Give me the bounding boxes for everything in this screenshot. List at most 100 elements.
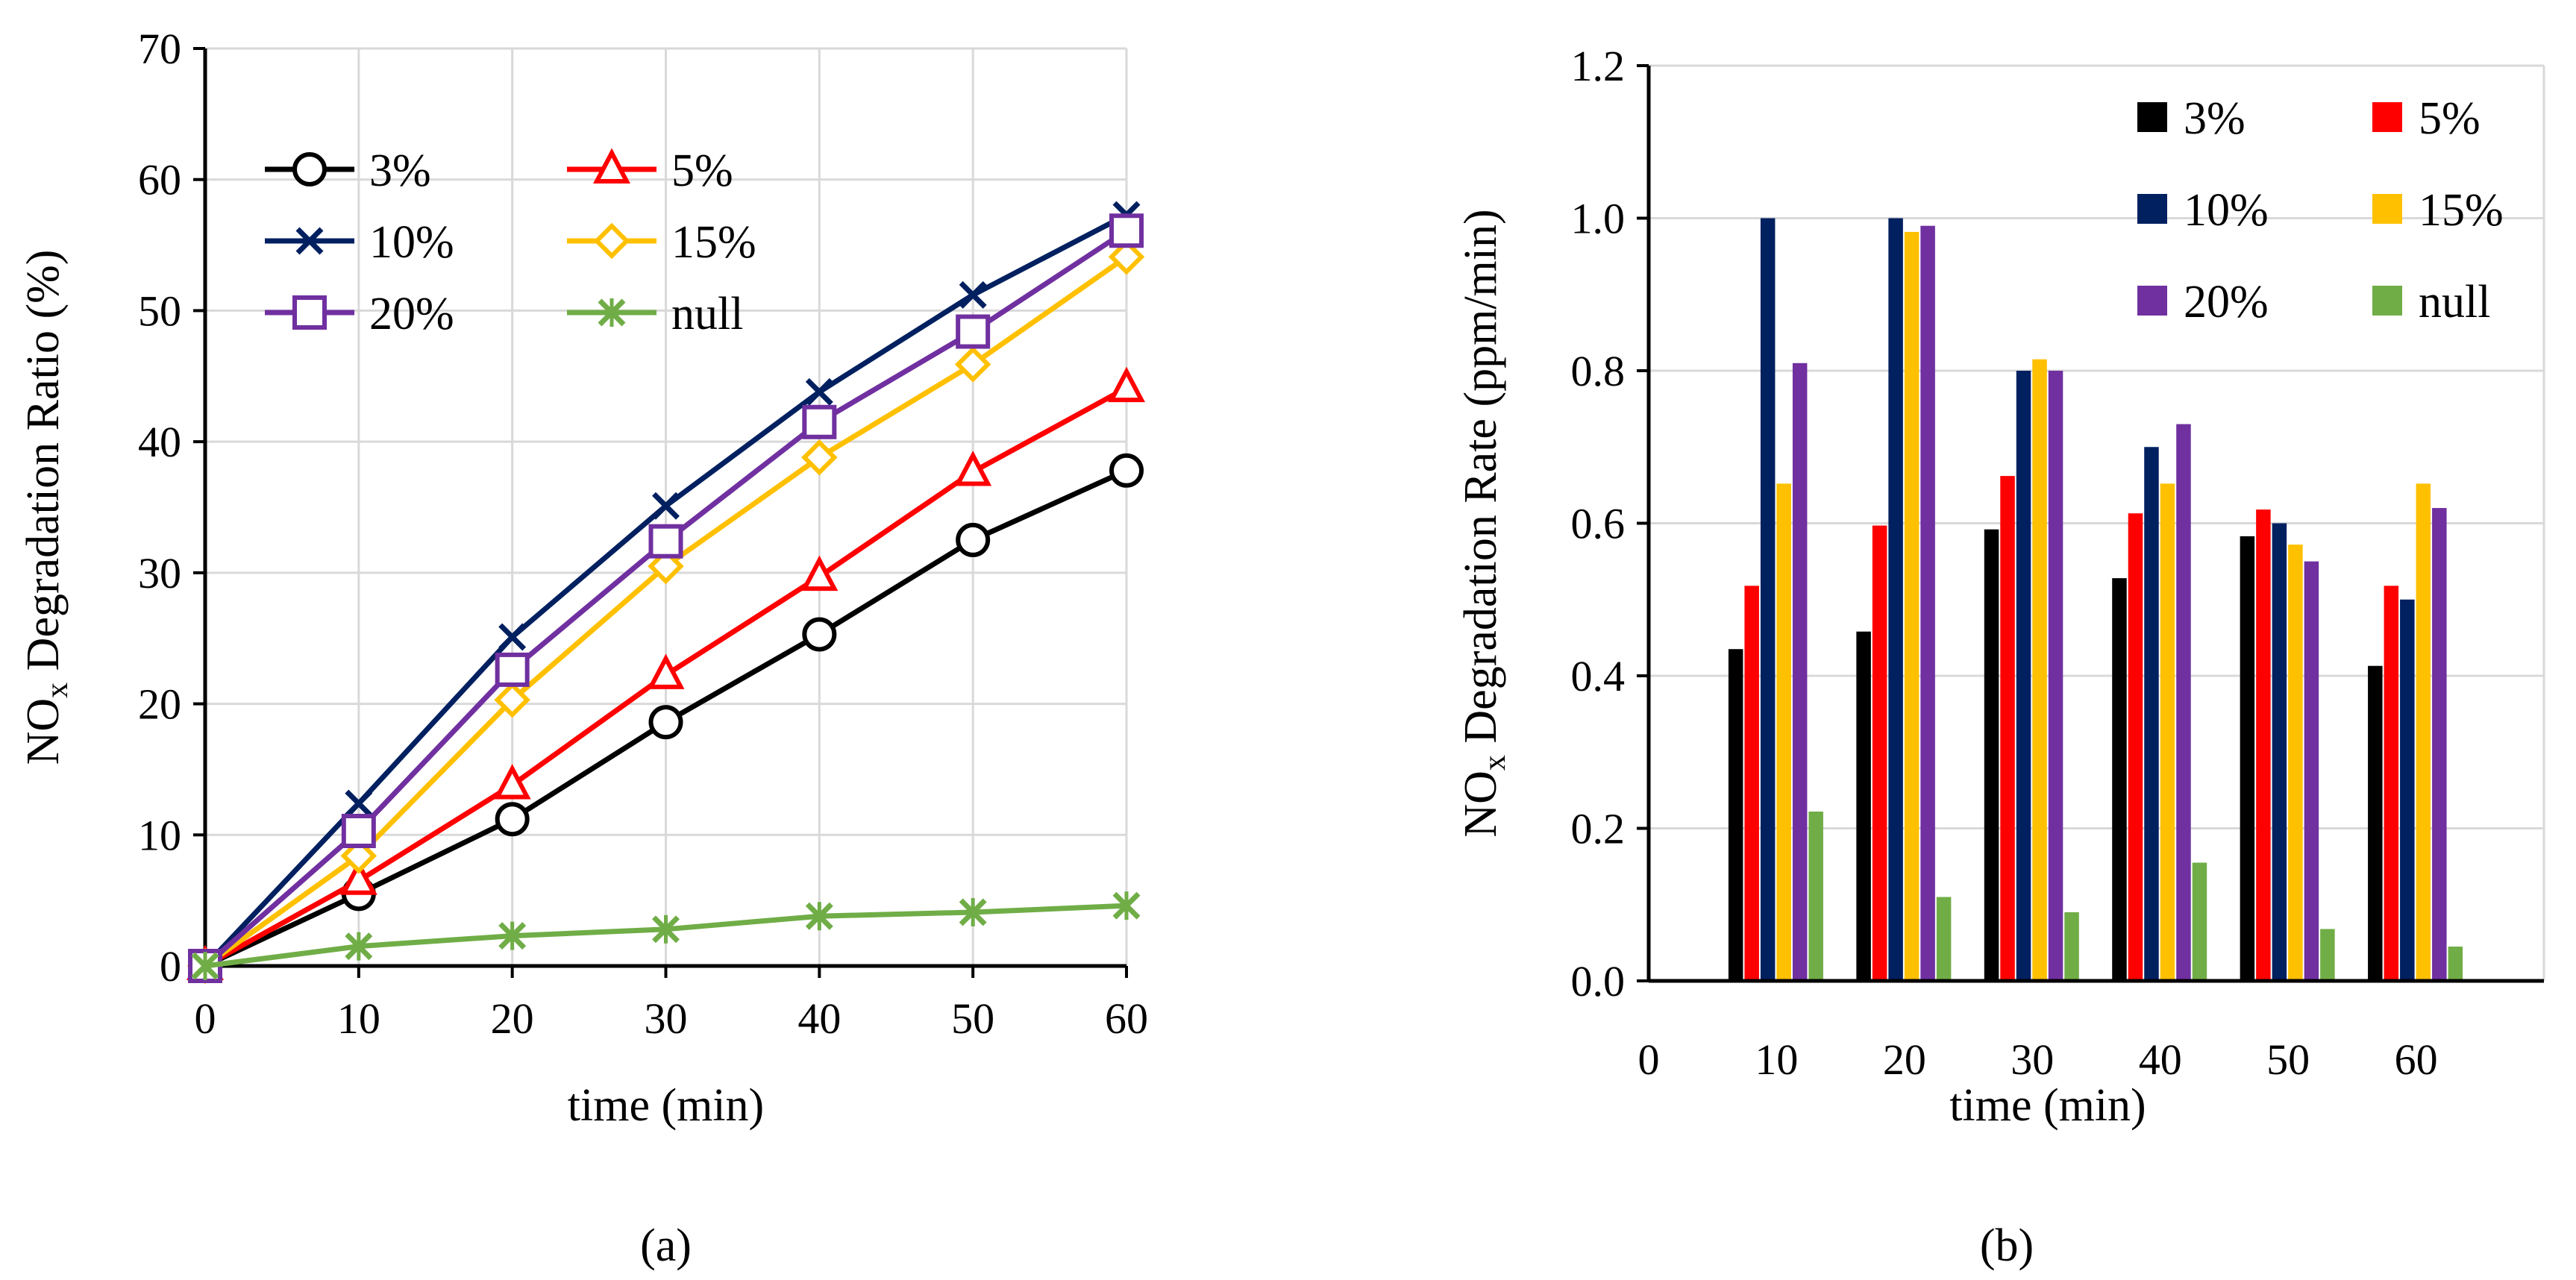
y-tick-label: 30: [138, 549, 181, 597]
bar-chart-degradation-rate: 0.0 0.2 0.4 0.6 0.8 1.0 1.2 0 10 20 30 40 50 60 3% 5% 10…: [1455, 42, 2545, 1271]
bar-5pct-t20: [1872, 525, 1887, 981]
bar-3pct-t30: [1984, 529, 1999, 981]
data-point: [954, 346, 991, 383]
data-point: [652, 492, 680, 520]
data-point: [495, 802, 530, 837]
x-tick-label: 10: [1755, 1035, 1798, 1084]
legend-label: 15%: [2419, 185, 2504, 236]
legend-item: 3%: [2137, 93, 2246, 144]
bar-3pct-t60: [2368, 665, 2383, 981]
legend-item: 20%: [265, 289, 454, 339]
x-tick-label: 30: [645, 994, 688, 1043]
bar-20pct-t50: [2304, 561, 2319, 981]
series-20pct: [188, 213, 1144, 983]
legend-item: 10%: [265, 217, 454, 268]
bar-null-t20: [1936, 897, 1952, 981]
x-axis-label: time (min): [568, 1080, 764, 1131]
legend-marker: [598, 298, 626, 327]
legend-swatch: [2372, 286, 2402, 316]
series-null: [191, 891, 1141, 980]
legend: 3% 5% 10% 15% 20% null: [265, 145, 756, 339]
bar-null-t10: [1808, 812, 1823, 981]
y-tick-label: 0.8: [1571, 347, 1626, 395]
x-tick-label: 40: [797, 994, 841, 1043]
legend-label: null: [671, 289, 743, 339]
data-point: [800, 555, 839, 592]
bar-5pct-t30: [2000, 476, 2015, 981]
x-axis-label: time (min): [1949, 1080, 2146, 1131]
y-tick-label: 1.0: [1571, 195, 1626, 243]
x-tick-label: 0: [195, 994, 216, 1043]
x-tick-label: 30: [2011, 1035, 2054, 1084]
x-tick-label: 60: [2395, 1035, 2438, 1084]
legend-label: 5%: [2419, 93, 2481, 144]
data-point: [1108, 366, 1145, 403]
legend-item: 20%: [2137, 277, 2269, 327]
bar-10pct-t50: [2272, 523, 2287, 981]
legend-label: 3%: [369, 145, 431, 196]
panel-label: (a): [640, 1220, 692, 1271]
legend-swatch: [2137, 102, 2167, 132]
bar-10pct-t10: [1760, 218, 1776, 981]
x-tick-label: 40: [2139, 1035, 2182, 1084]
bar-5pct-t60: [2384, 586, 2399, 981]
data-point: [341, 814, 376, 849]
bar-10pct-t20: [1888, 218, 1903, 981]
data-point: [648, 548, 684, 585]
legend-swatch: [2137, 286, 2167, 316]
data-point: [802, 617, 837, 652]
legend-item: 10%: [2137, 185, 2269, 236]
x-tick-label: 20: [1883, 1035, 1926, 1084]
bar-10pct-t30: [2016, 371, 2031, 981]
legend-label: 20%: [369, 289, 454, 339]
bar-15pct-t20: [1904, 231, 1920, 981]
data-point: [959, 897, 987, 926]
y-tick-label: 50: [138, 286, 181, 335]
data-point: [494, 682, 530, 718]
data-point: [801, 439, 838, 476]
data-point: [805, 902, 833, 931]
y-tick-label: 0: [160, 942, 181, 991]
y-axis-label: NOx Degradation Rate (ppm/min): [1455, 209, 1512, 837]
y-tick-label: 0.6: [1571, 500, 1626, 548]
legend-marker: [593, 148, 630, 183]
legend-marker: [593, 222, 630, 260]
legend-swatch: [2372, 102, 2402, 132]
data-point: [498, 623, 527, 651]
data-point: [339, 859, 377, 895]
bar-20pct-t10: [1792, 363, 1808, 981]
data-point: [498, 921, 527, 950]
legend-item: 15%: [567, 217, 756, 268]
data-point: [191, 952, 219, 980]
data-point: [345, 932, 373, 961]
line-chart-degradation-ratio: 0 10 20 30 40 50 60 70 0 10 20 30 40 50 60 3% 5% 10% 15% 20…: [18, 25, 1148, 1271]
y-tick-label: 40: [138, 418, 181, 466]
legend-swatch: [2372, 194, 2402, 224]
data-point: [954, 451, 992, 486]
data-point: [1108, 239, 1145, 275]
x-tick-label: 60: [1105, 994, 1148, 1043]
bar-null-t50: [2320, 929, 2335, 981]
bar-20pct-t30: [2048, 371, 2063, 981]
bar-10pct-t40: [2144, 447, 2159, 981]
data-point: [802, 404, 837, 439]
data-point: [648, 524, 683, 559]
gridlines: [205, 47, 1128, 966]
bar-5pct-t50: [2256, 509, 2271, 981]
bar-15pct-t10: [1776, 483, 1791, 981]
x-tick-label: 10: [337, 994, 380, 1043]
legend-label: 3%: [2184, 93, 2246, 144]
legend-item: 3%: [265, 145, 431, 196]
bar-null-t30: [2064, 912, 2079, 981]
bar-10pct-t60: [2400, 599, 2415, 981]
legend-marker: [292, 152, 327, 186]
data-point: [495, 652, 530, 687]
legend-label: 5%: [671, 145, 733, 196]
data-point: [956, 314, 991, 349]
y-tick-label: 1.2: [1571, 42, 1626, 90]
bar-null-t40: [2192, 862, 2207, 981]
legend-label: null: [2419, 277, 2490, 327]
legend-label: 10%: [369, 217, 454, 268]
legend-marker: [295, 227, 324, 255]
